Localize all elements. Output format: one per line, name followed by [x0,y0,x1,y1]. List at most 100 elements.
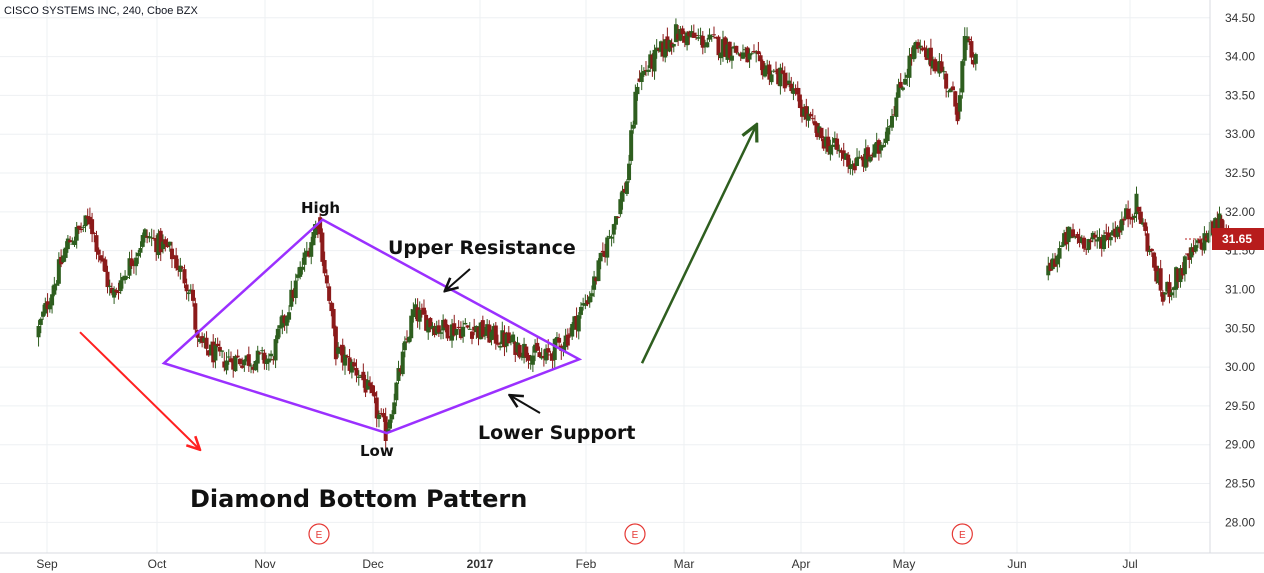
candle-down [1128,208,1133,225]
candle-down [1149,248,1154,257]
annotation-lower-support: Lower Support [478,422,636,444]
candle-up [1066,226,1071,252]
candle-down [812,115,817,133]
candle-down [513,340,518,363]
candle-down [324,269,329,288]
candle-down [105,265,110,294]
downtrend-arrow [79,331,199,448]
candle-up [52,276,57,297]
earnings-marker: E [624,523,646,545]
candle-up [863,139,868,171]
candle-down [158,228,163,262]
candle-up [1111,222,1116,236]
candle-up [941,66,946,80]
candle-down [548,350,553,361]
candle-up [343,346,348,375]
candle-up [36,320,41,347]
candle-down [650,53,655,77]
y-tick-label: 30.00 [1225,360,1255,374]
candle-down [756,41,761,62]
candle-down [517,343,522,360]
candle-up [1132,212,1137,223]
candle-up [498,341,503,351]
candle-up [530,346,535,373]
candle-down [237,357,242,366]
candle-down [939,54,944,73]
candle-up [300,257,305,275]
candle-up [1182,255,1187,282]
candle-up [186,290,191,302]
candle-up [313,220,318,239]
candle-down [322,251,327,277]
candle-down [174,247,179,271]
candle-down [1084,248,1089,255]
candle-up [511,331,516,344]
price-axis: 28.0028.5029.0029.5030.0030.5031.0031.50… [1209,0,1255,553]
candle-down [217,340,222,357]
candle-down [368,376,373,394]
candle-down [1204,230,1209,243]
candle-down [354,359,359,383]
candle-down [363,374,368,398]
y-tick-label: 28.00 [1225,515,1255,529]
candle-up [620,185,625,210]
candle-up [413,298,418,319]
candle-down [76,225,81,234]
candle-down [502,325,507,357]
candle-up [127,251,132,280]
candle-up [1046,256,1051,281]
candle-down [370,381,375,396]
candle-up [485,319,490,339]
candle-down [535,335,540,352]
candle-down [1075,231,1080,244]
candle-up [336,342,341,358]
candle-down [200,332,205,348]
candle-up [61,248,66,264]
candle-down [291,288,296,302]
candle-up [1062,229,1067,247]
candle-down [567,327,572,338]
diamond-pattern-outline [161,218,583,435]
candle-down [465,325,470,329]
candle-up [613,216,618,230]
candle-down [565,328,570,350]
candle-up [1055,254,1060,273]
candle-up [611,223,616,244]
candle-up [732,42,737,53]
candle-up [696,28,701,42]
candle-up [802,103,807,121]
candle-down [87,207,92,229]
candle-up [830,137,835,156]
candle-up [293,273,298,305]
candle-up [1147,245,1152,256]
candle-up [607,229,612,239]
x-tick-label: Sep [36,557,58,571]
candle-up [178,257,183,280]
candle-up [213,338,218,369]
candle-up [83,215,88,233]
candle-down [716,35,721,61]
candle-up [578,302,583,319]
candle-up [63,241,68,262]
candle-up [707,28,712,42]
chart-overlays [79,126,1210,448]
candle-down [506,326,511,344]
candle-up [618,192,623,217]
candle-down [751,44,756,54]
candle-down [235,349,240,359]
candle-up [284,315,289,334]
candle-up [791,81,796,101]
candle-up [491,323,496,340]
candle-up [887,125,892,135]
candle-down [839,147,844,161]
candle-up [522,337,527,364]
candle-up [426,319,431,340]
candle-down [327,283,332,304]
candle-up [913,40,918,59]
candle-up [635,82,640,101]
candle-up [349,359,354,379]
candle-up [463,318,468,325]
candle-down [163,236,168,252]
candle-down [79,222,84,233]
candle-down [340,338,345,371]
